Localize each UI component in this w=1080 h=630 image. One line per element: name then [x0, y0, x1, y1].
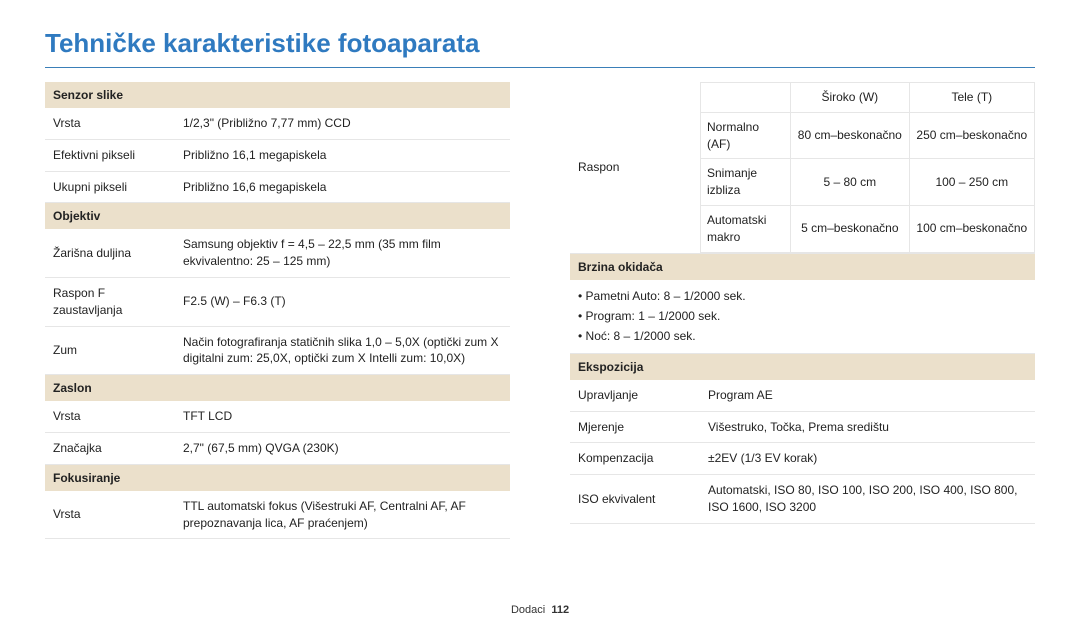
spec-label: Upravljanje — [570, 380, 700, 411]
section-header: Ekspozicija — [570, 353, 1035, 380]
spec-value: 1/2,3" (Približno 7,77 mm) CCD — [175, 108, 510, 139]
content-columns: Senzor slike Vrsta 1/2,3" (Približno 7,7… — [45, 82, 1035, 539]
nested-value: 100 cm–beskonačno — [909, 205, 1034, 252]
raspon-table: Široko (W) Tele (T) Normalno (AF) 80 cm–… — [700, 82, 1035, 253]
nested-header: Tele (T) — [909, 83, 1034, 113]
spec-label: Žarišna duljina — [45, 229, 175, 277]
spec-value: 2,7" (67,5 mm) QVGA (230K) — [175, 432, 510, 464]
spec-label: Kompenzacija — [570, 443, 700, 475]
spec-label: Raspon — [570, 82, 700, 253]
nested-header — [701, 83, 791, 113]
spec-label: Efektivni pikseli — [45, 139, 175, 171]
nested-value: 5 cm–beskonačno — [791, 205, 910, 252]
nested-value: 5 – 80 cm — [791, 159, 910, 206]
nested-header: Široko (W) — [791, 83, 910, 113]
spec-label: Vrsta — [45, 491, 175, 539]
bullet-item: • Program: 1 – 1/2000 sek. — [578, 306, 1027, 326]
section-header: Objektiv — [45, 203, 510, 230]
spec-label: Ukupni pikseli — [45, 171, 175, 203]
section-header: Fokusiranje — [45, 464, 510, 491]
spec-value: F2.5 (W) – F6.3 (T) — [175, 277, 510, 326]
spec-value: Samsung objektiv f = 4,5 – 22,5 mm (35 m… — [175, 229, 510, 277]
page-footer: Dodaci 112 — [0, 604, 1080, 616]
spec-label: Vrsta — [45, 108, 175, 139]
nested-mode: Automatski makro — [701, 205, 791, 252]
spec-value: TTL automatski fokus (Višestruki AF, Cen… — [175, 491, 510, 539]
bullets-cell: • Pametni Auto: 8 – 1/2000 sek. • Progra… — [570, 280, 1035, 354]
section-header: Senzor slike — [45, 82, 510, 108]
bullet-item: • Pametni Auto: 8 – 1/2000 sek. — [578, 286, 1027, 306]
spec-label: Raspon F zaustavljanja — [45, 277, 175, 326]
spec-value: TFT LCD — [175, 401, 510, 432]
spec-value: Program AE — [700, 380, 1035, 411]
spec-table-right: Raspon Široko (W) Tele (T) Normalno (AF)… — [570, 82, 1035, 524]
section-header: Zaslon — [45, 375, 510, 402]
bullet-item: • Noć: 8 – 1/2000 sek. — [578, 326, 1027, 346]
nested-value: 250 cm–beskonačno — [909, 112, 1034, 159]
spec-value: Način fotografiranja statičnih slika 1,0… — [175, 326, 510, 375]
left-column: Senzor slike Vrsta 1/2,3" (Približno 7,7… — [45, 82, 510, 539]
spec-value: ±2EV (1/3 EV korak) — [700, 443, 1035, 475]
spec-label: Vrsta — [45, 401, 175, 432]
spec-label: Značajka — [45, 432, 175, 464]
footer-page: 112 — [551, 604, 569, 616]
section-header: Brzina okidača — [570, 253, 1035, 280]
spec-label: ISO ekvivalent — [570, 475, 700, 524]
spec-value: Približno 16,6 megapiskela — [175, 171, 510, 203]
spec-label: Mjerenje — [570, 411, 700, 443]
right-column: Raspon Široko (W) Tele (T) Normalno (AF)… — [570, 82, 1035, 539]
spec-value: Višestruko, Točka, Prema središtu — [700, 411, 1035, 443]
nested-mode: Snimanje izbliza — [701, 159, 791, 206]
spec-value: Automatski, ISO 80, ISO 100, ISO 200, IS… — [700, 475, 1035, 524]
footer-label: Dodaci — [511, 604, 545, 616]
nested-value: 80 cm–beskonačno — [791, 112, 910, 159]
page-title: Tehničke karakteristike fotoaparata — [45, 28, 1035, 68]
spec-value: Približno 16,1 megapiskela — [175, 139, 510, 171]
nested-value: 100 – 250 cm — [909, 159, 1034, 206]
spec-label: Zum — [45, 326, 175, 375]
spec-table-left: Senzor slike Vrsta 1/2,3" (Približno 7,7… — [45, 82, 510, 539]
nested-mode: Normalno (AF) — [701, 112, 791, 159]
